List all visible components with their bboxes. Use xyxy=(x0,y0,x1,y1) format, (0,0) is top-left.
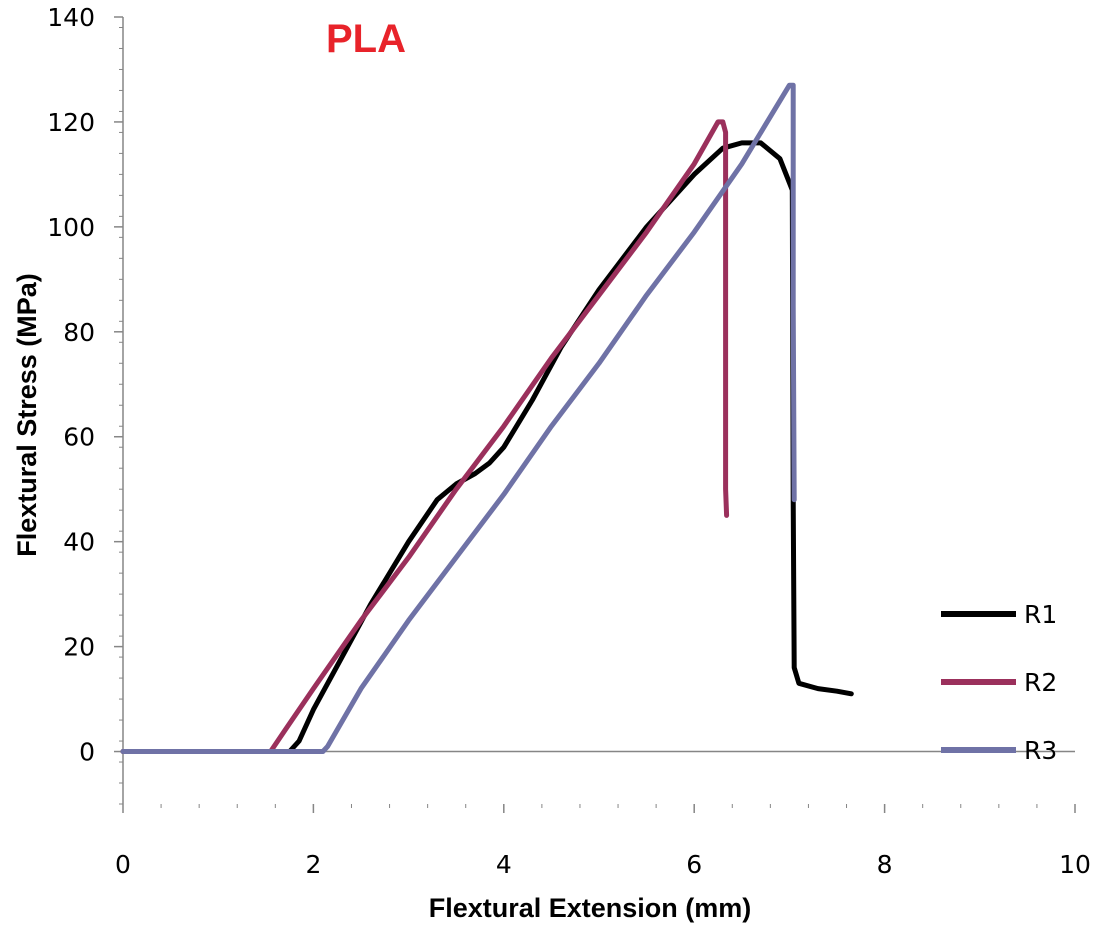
series-line-r2 xyxy=(120,119,730,754)
y-tick-label: 20 xyxy=(63,633,95,662)
legend-label-r2: R2 xyxy=(1024,668,1057,697)
legend-label-r3: R3 xyxy=(1024,736,1057,765)
x-tick-label: 4 xyxy=(496,850,512,879)
y-tick-label: 120 xyxy=(47,108,95,137)
x-tick-label: 8 xyxy=(877,850,893,879)
x-tick-label: 0 xyxy=(115,850,131,879)
y-tick-label: 140 xyxy=(47,3,95,32)
legend-label-r1: R1 xyxy=(1024,600,1057,629)
legend: R1 R2 R3 xyxy=(941,600,1057,765)
series-lines xyxy=(120,82,854,754)
x-tick-label: 10 xyxy=(1059,850,1091,879)
y-axis-title: Flextural Stress (MPa) xyxy=(12,273,42,557)
y-tick-label: 0 xyxy=(79,738,95,767)
x-axis-title: Flextural Extension (mm) xyxy=(429,893,752,923)
y-tick-label: 100 xyxy=(47,213,95,242)
y-tick-label: 40 xyxy=(63,528,95,557)
y-tick-label: 60 xyxy=(63,423,95,452)
x-tick-label: 2 xyxy=(305,850,321,879)
axes: 0 20 40 60 80 100 120 140 0 2 4 6 8 10 xyxy=(47,3,1091,879)
y-tick-label: 80 xyxy=(63,318,95,347)
chart-title: PLA xyxy=(326,17,406,61)
series-line-r3 xyxy=(120,82,797,754)
x-tick-label: 6 xyxy=(686,850,702,879)
